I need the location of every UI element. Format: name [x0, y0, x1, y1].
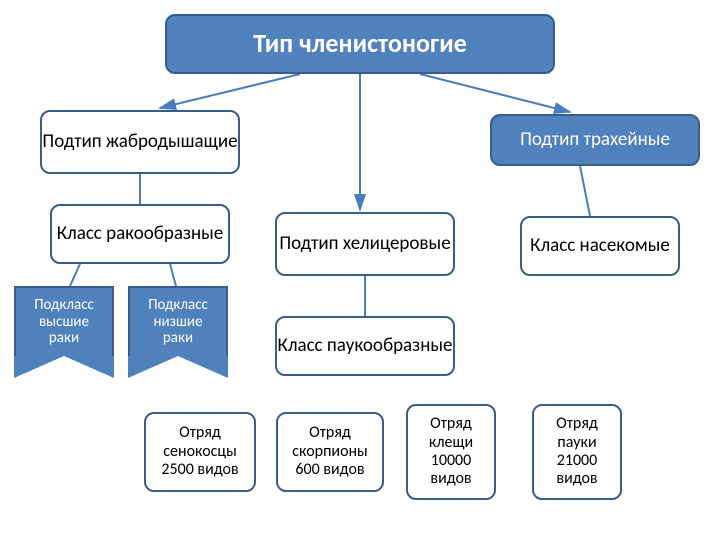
subclass-higher: Подклассвысшиераки	[14, 286, 114, 356]
label: Класс паукообразные	[278, 335, 453, 357]
label: Отрядскорпионы600 видов	[292, 424, 367, 479]
order-harvestmen: Отрядсенокосцы2500 видов	[144, 412, 256, 492]
root-node: Тип членистоногие	[165, 14, 555, 74]
class-arach: Класс паукообразные	[275, 316, 455, 376]
order-scorpions: Отрядскорпионы600 видов	[276, 412, 384, 492]
class-crust: Класс ракообразные	[50, 204, 230, 264]
label: Отрядпауки21000видов	[556, 415, 598, 489]
subphylum-trach: Подтип трахейные	[490, 114, 700, 166]
subclass-lower: Подкласснизшиераки	[128, 286, 228, 356]
label: Отрядклещи10000видов	[429, 415, 473, 489]
chevron-tip	[128, 356, 228, 378]
label: Отрядсенокосцы2500 видов	[161, 424, 238, 479]
subphylum-gill: Подтип жабродышащие	[40, 110, 240, 174]
root-label: Тип членистоногие	[253, 29, 467, 59]
subphylum-chel: Подтип хелицеровые	[275, 212, 455, 276]
label: Подтип трахейные	[520, 129, 670, 151]
order-spiders: Отрядпауки21000видов	[532, 404, 622, 500]
label: Класс ракообразные	[57, 223, 224, 245]
label: Подклассвысшиераки	[34, 297, 94, 347]
label: Подкласснизшиераки	[148, 297, 208, 347]
order-mites: Отрядклещи10000видов	[406, 404, 496, 500]
label: Подтип жабродышащие	[42, 131, 237, 153]
label: Подтип хелицеровые	[279, 233, 450, 255]
chevron-tip	[14, 356, 114, 378]
class-insect: Класс насекомые	[520, 216, 680, 276]
label: Класс насекомые	[530, 235, 670, 257]
